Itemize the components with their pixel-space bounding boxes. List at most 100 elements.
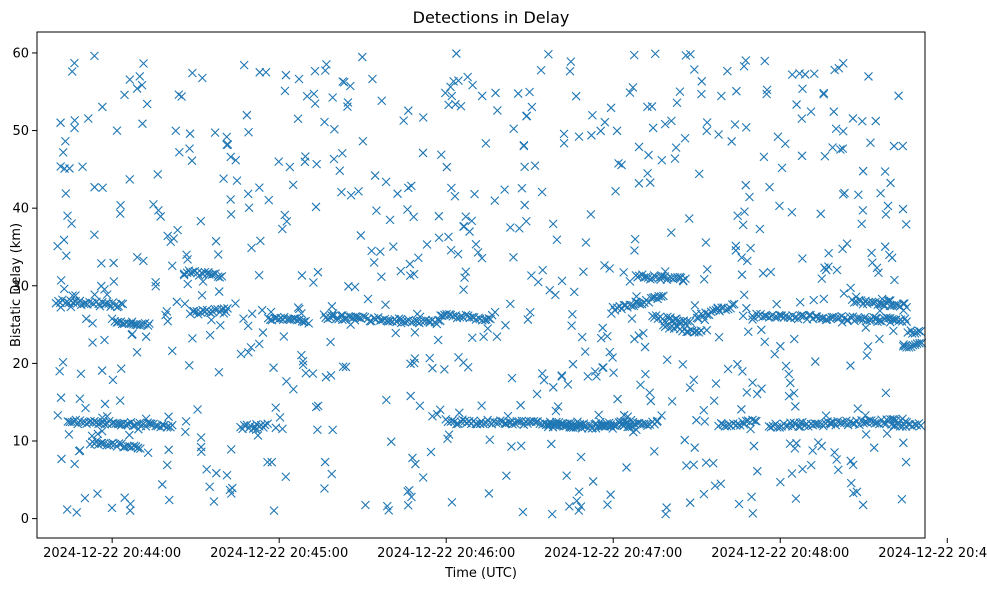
data-point xyxy=(503,411,513,421)
data-point xyxy=(614,158,623,168)
data-point xyxy=(446,245,456,255)
data-point xyxy=(526,271,536,280)
data-point xyxy=(869,443,879,453)
data-point xyxy=(255,67,265,77)
data-point xyxy=(381,300,390,310)
data-point xyxy=(916,327,925,336)
data-point xyxy=(149,199,158,209)
data-point xyxy=(708,458,718,468)
data-point xyxy=(742,387,752,397)
data-point xyxy=(588,423,598,433)
data-point xyxy=(142,99,152,109)
data-point xyxy=(451,49,461,58)
data-point xyxy=(722,66,732,76)
data-point xyxy=(396,318,406,328)
data-point xyxy=(162,460,172,470)
data-point xyxy=(167,261,177,271)
data-point xyxy=(917,338,927,348)
data-point xyxy=(70,116,80,125)
data-point xyxy=(764,422,774,431)
data-point xyxy=(222,470,232,480)
data-point xyxy=(713,303,723,313)
data-point xyxy=(477,91,487,101)
data-point xyxy=(787,469,797,478)
data-point xyxy=(343,98,353,107)
data-point xyxy=(858,166,868,176)
data-point xyxy=(337,187,346,197)
data-point xyxy=(58,357,68,367)
data-point xyxy=(880,167,890,176)
data-point xyxy=(656,292,666,301)
data-point xyxy=(188,334,197,343)
data-point xyxy=(244,127,253,137)
data-point xyxy=(780,139,790,149)
data-point xyxy=(809,295,819,305)
data-point xyxy=(877,294,887,304)
data-point xyxy=(821,411,831,421)
data-point xyxy=(557,372,567,381)
data-point xyxy=(594,410,604,420)
data-point xyxy=(266,307,276,317)
data-point xyxy=(834,63,844,73)
data-point xyxy=(745,192,754,202)
data-point xyxy=(71,291,80,300)
data-point xyxy=(404,485,414,495)
data-point xyxy=(446,82,455,92)
data-point xyxy=(254,339,264,349)
data-point xyxy=(520,162,530,172)
data-point xyxy=(810,357,820,366)
data-point xyxy=(680,435,690,445)
data-point xyxy=(132,347,142,357)
data-point xyxy=(321,372,331,382)
data-point xyxy=(738,366,747,376)
data-point xyxy=(56,393,66,403)
data-point xyxy=(509,124,519,134)
data-point xyxy=(67,67,77,76)
data-point xyxy=(454,408,464,418)
data-point xyxy=(377,96,387,106)
data-point xyxy=(516,441,526,451)
data-point xyxy=(298,360,308,370)
data-point xyxy=(816,209,826,219)
data-point xyxy=(243,189,253,199)
data-point xyxy=(500,185,510,195)
data-point xyxy=(255,236,265,246)
data-point xyxy=(835,145,845,154)
data-point xyxy=(889,141,899,151)
data-point xyxy=(58,147,68,157)
data-point xyxy=(63,211,72,221)
data-point xyxy=(198,305,207,315)
data-point xyxy=(490,196,500,206)
data-point xyxy=(723,364,733,374)
data-point xyxy=(606,103,616,113)
data-point xyxy=(394,314,404,324)
data-point xyxy=(596,126,606,136)
data-point xyxy=(587,130,596,140)
data-point xyxy=(709,396,719,406)
data-point xyxy=(434,211,444,221)
data-point xyxy=(300,157,310,167)
data-point xyxy=(835,418,845,428)
data-point xyxy=(787,70,797,79)
data-point xyxy=(109,258,119,268)
data-point xyxy=(590,367,600,376)
data-point xyxy=(202,464,212,474)
data-point xyxy=(418,473,428,482)
data-point xyxy=(197,290,207,300)
data-point xyxy=(320,117,329,127)
data-point xyxy=(72,507,82,517)
data-point xyxy=(244,203,254,213)
data-point xyxy=(56,162,66,171)
data-point xyxy=(97,426,107,436)
data-point xyxy=(690,300,700,310)
data-point xyxy=(848,114,858,123)
data-point xyxy=(455,312,465,322)
data-point xyxy=(624,420,634,429)
data-point xyxy=(135,71,145,81)
data-point xyxy=(313,267,323,277)
data-point xyxy=(188,306,198,316)
data-point xyxy=(883,201,893,211)
data-point xyxy=(577,332,587,342)
data-point xyxy=(798,254,807,263)
data-point xyxy=(612,126,622,136)
